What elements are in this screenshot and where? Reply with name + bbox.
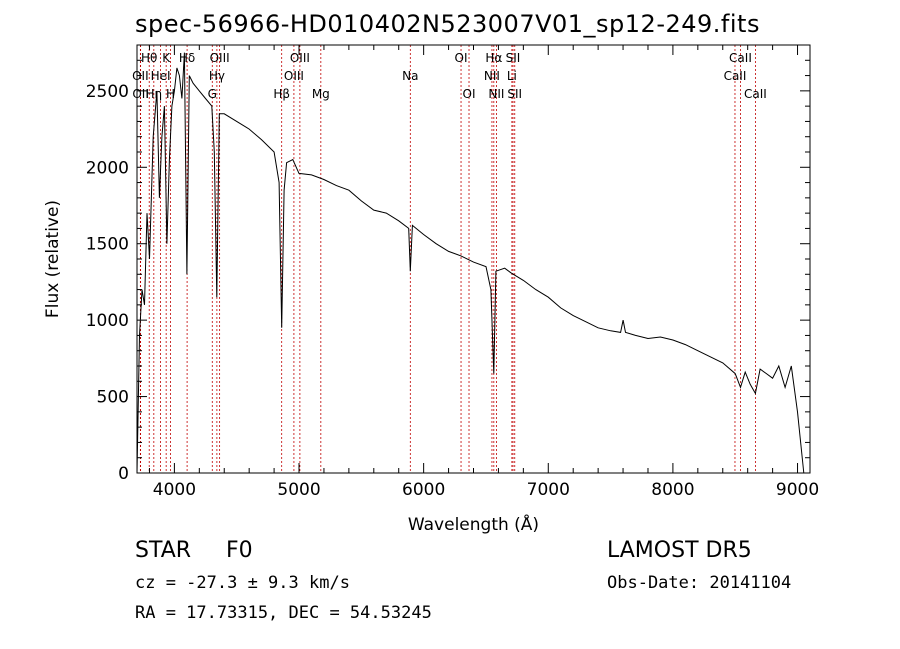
x-tick-label: 5000 bbox=[277, 480, 320, 500]
x-tick-label: 7000 bbox=[527, 480, 570, 500]
page-title: spec-56966-HD010402N523007V01_sp12-249.f… bbox=[135, 10, 760, 38]
line-marker-label: Na bbox=[402, 69, 418, 83]
redshift-label: cz = -27.3 ± 9.3 km/s bbox=[135, 573, 350, 593]
x-tick-label: 8000 bbox=[651, 480, 694, 500]
object-class: STAR F0 bbox=[135, 538, 253, 563]
line-label-layer: Hθ OII OII K HeI Hη H Hδ G OIII Hγ Hβ OIII OIII Mg Na OI… bbox=[132, 51, 767, 101]
line-marker-label: OIII bbox=[210, 51, 230, 65]
spectrum-line bbox=[136, 52, 805, 474]
class-label: STAR bbox=[135, 538, 192, 563]
line-marker-label: CaII bbox=[744, 87, 767, 101]
plot-frame bbox=[136, 44, 811, 474]
line-marker-label: Mg bbox=[312, 87, 330, 101]
y-tick-label: 1000 bbox=[86, 311, 129, 331]
line-marker-label: Hδ bbox=[179, 51, 195, 65]
x-axis-label: Wavelength (Å) bbox=[408, 513, 539, 535]
line-marker-label: Hγ bbox=[209, 69, 225, 83]
line-marker-label: K bbox=[162, 51, 171, 65]
line-marker-label: SII bbox=[507, 87, 522, 101]
line-marker-label: NII bbox=[484, 69, 500, 83]
line-marker-label: OII bbox=[132, 69, 149, 83]
y-tick-label: 1500 bbox=[86, 235, 129, 255]
line-marker-label: Hβ bbox=[273, 87, 290, 101]
y-axis-label: Flux (relative) bbox=[43, 200, 63, 318]
line-marker-label: OII bbox=[132, 87, 149, 101]
subclass-label: F0 bbox=[226, 538, 253, 563]
coordinates-label: RA = 17.73315, DEC = 54.53245 bbox=[135, 603, 432, 623]
survey-label: LAMOST DR5 bbox=[607, 538, 752, 563]
obs-date-label: Obs-Date: 20141104 bbox=[607, 573, 792, 593]
line-marker-label: H bbox=[166, 87, 175, 101]
tick-layer: 4000 5000 6000 7000 8000 9000 0 500 1000 1500 2000… bbox=[86, 45, 819, 500]
line-marker-label: NII bbox=[488, 87, 504, 101]
line-marker-label: Li bbox=[507, 69, 517, 83]
x-tick-label: 6000 bbox=[402, 480, 445, 500]
line-marker-label: Hθ bbox=[141, 51, 157, 65]
x-tick-label: 4000 bbox=[153, 480, 196, 500]
line-marker-label: G bbox=[208, 87, 217, 101]
line-marker-label: OI bbox=[463, 87, 476, 101]
y-tick-label: 2500 bbox=[86, 82, 129, 102]
line-marker-label: OI bbox=[455, 51, 468, 65]
line-marker-label: CaII bbox=[724, 69, 747, 83]
line-marker-label: Hα bbox=[485, 51, 502, 65]
line-marker-label: OIII bbox=[290, 51, 310, 65]
line-marker-label: CaII bbox=[729, 51, 752, 65]
line-marker-layer bbox=[139, 45, 756, 473]
line-marker-label: Hη bbox=[146, 87, 163, 101]
y-tick-label: 2000 bbox=[86, 158, 129, 178]
line-marker-label: HeI bbox=[151, 69, 171, 83]
x-tick-label: 9000 bbox=[776, 480, 819, 500]
line-marker-label: OIII bbox=[284, 69, 304, 83]
y-tick-label: 0 bbox=[118, 464, 129, 484]
line-marker-label: SII bbox=[506, 51, 521, 65]
y-tick-label: 500 bbox=[97, 388, 129, 408]
